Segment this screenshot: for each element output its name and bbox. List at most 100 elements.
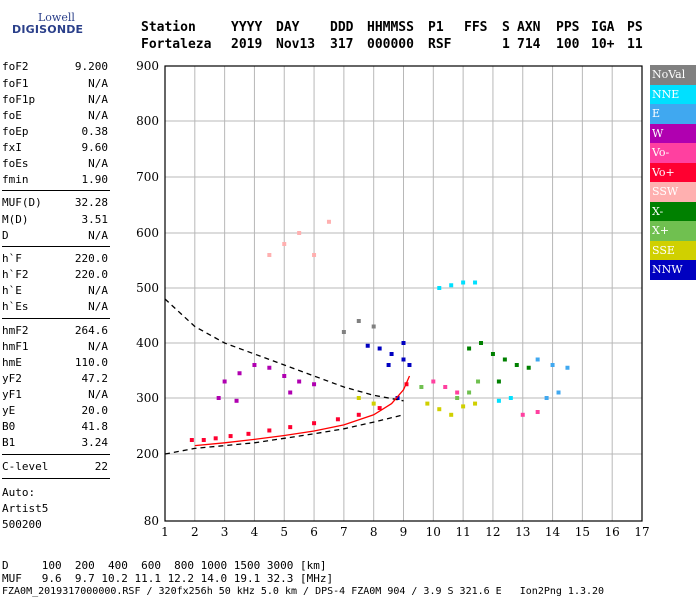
- param-row: hmF2 264.6: [2, 324, 108, 338]
- header-label-ps: PS: [627, 20, 643, 35]
- header-label-pps: PPS: [556, 20, 580, 35]
- plot-frame: [164, 65, 643, 522]
- param-key: h`E: [2, 284, 22, 297]
- data-point: [213, 436, 218, 441]
- param-value: 110.0: [74, 356, 108, 369]
- data-point: [401, 341, 406, 345]
- param-row: h`E N/A: [2, 284, 108, 298]
- param-value: 264.6: [74, 324, 108, 337]
- x-tick-label: 14: [545, 525, 561, 539]
- header-label-day: DAY: [276, 20, 300, 35]
- param-value: 9.200: [74, 60, 108, 73]
- data-point: [476, 379, 481, 384]
- data-point: [189, 438, 194, 442]
- param-key: B1: [2, 436, 16, 449]
- data-point: [437, 407, 442, 412]
- param-value: N/A: [88, 93, 108, 106]
- divider: [2, 246, 110, 247]
- param-row: hmF1 N/A: [2, 340, 108, 354]
- parameter-sidebar: foF2 9.200 foF1 N/A foF1p N/A foE N/A foEp 0.…: [2, 0, 110, 600]
- data-point: [228, 434, 233, 439]
- param-value: N/A: [88, 388, 108, 401]
- param-row: B0 41.8: [2, 420, 108, 434]
- param-key: foF1: [2, 77, 29, 90]
- header-label-s: S: [502, 20, 510, 35]
- param-value: 3.24: [81, 436, 109, 449]
- x-tick-label: 3: [221, 525, 229, 539]
- param-key: yF2: [2, 372, 22, 385]
- param-key: hmE: [2, 356, 22, 369]
- param-key: D: [2, 229, 9, 242]
- header-label-ddd: DDD: [330, 20, 354, 35]
- param-value: 47.2: [81, 372, 109, 385]
- profile-curve: [194, 375, 411, 447]
- param-key: foF2: [2, 60, 29, 73]
- data-point: [461, 404, 466, 409]
- y-tick-label: 300: [136, 391, 159, 405]
- header-value-p1: RSF: [428, 37, 452, 52]
- header-value-day: Nov13: [276, 37, 316, 52]
- data-point: [467, 346, 472, 351]
- data-point: [449, 283, 454, 288]
- header-label-yyyy: YYYY: [231, 20, 263, 35]
- param-value: 9.60: [81, 141, 109, 154]
- param-row: h`F 220.0: [2, 252, 108, 266]
- y-tick-label: 500: [136, 281, 159, 295]
- series-vo-: [431, 379, 540, 417]
- header-label-hhmmss: HHMMSS: [367, 20, 414, 35]
- data-point: [297, 379, 302, 384]
- footer-distance-row: D 100 200 400 600 800 1000 1500 3000 [km…: [2, 559, 327, 572]
- x-tick-label: 10: [426, 525, 441, 539]
- param-value: 20.0: [81, 404, 109, 417]
- data-point: [565, 365, 570, 370]
- profile-curve: [164, 298, 404, 402]
- data-point: [449, 412, 454, 417]
- param-row: yF2 47.2: [2, 372, 108, 386]
- header-value-iga: 10+: [591, 37, 615, 52]
- data-point: [335, 417, 340, 422]
- data-point: [365, 343, 370, 348]
- data-point: [288, 425, 293, 430]
- data-point: [222, 379, 227, 384]
- param-key: yF1: [2, 388, 22, 401]
- data-point: [544, 396, 549, 400]
- footer-file-info: FZA0M_2019317000000.RSF / 320fx256h 50 k…: [2, 586, 605, 597]
- param-key: foE: [2, 109, 22, 122]
- data-point: [282, 242, 287, 246]
- data-point: [282, 374, 287, 378]
- logo-digisonde: DIGISONDE: [12, 23, 84, 36]
- data-point: [431, 379, 436, 384]
- y-tick-label: 200: [136, 447, 159, 461]
- header-value-pps: 100: [556, 37, 580, 52]
- param-value: 0.38: [81, 125, 109, 138]
- data-point: [386, 363, 391, 367]
- data-point: [514, 363, 519, 367]
- param-row: B1 3.24: [2, 436, 108, 450]
- data-point: [377, 346, 382, 351]
- data-point: [312, 253, 317, 257]
- data-point: [371, 324, 376, 329]
- param-value: N/A: [88, 284, 108, 297]
- header-value-s: 1: [502, 37, 510, 52]
- param-row: fxI 9.60: [2, 141, 108, 155]
- legend-item-nnw: NNW: [650, 260, 696, 280]
- series-noval: [341, 319, 376, 334]
- data-point: [312, 382, 317, 387]
- divider: [2, 318, 110, 319]
- data-point: [520, 412, 525, 417]
- param-row: fmin 1.90: [2, 173, 108, 187]
- legend-item-nne: NNE: [650, 84, 696, 104]
- legend-item-x-: X+: [650, 221, 696, 241]
- data-point: [341, 330, 346, 334]
- param-key: foF1p: [2, 93, 36, 106]
- data-point: [419, 385, 424, 389]
- clevel-row: C-level 22: [2, 460, 108, 474]
- y-tick-label: 700: [136, 170, 159, 184]
- x-tick-label: 6: [310, 525, 318, 539]
- data-point: [461, 280, 466, 285]
- param-row: hmE 110.0: [2, 356, 108, 370]
- param-key: fxI: [2, 141, 22, 154]
- data-point: [550, 363, 555, 367]
- tick-labels: 1 2 3 4 5 6 7 8 9 10 11 12 13 14 15 16 17802003004005006…: [136, 59, 650, 539]
- series-nne: [437, 280, 513, 403]
